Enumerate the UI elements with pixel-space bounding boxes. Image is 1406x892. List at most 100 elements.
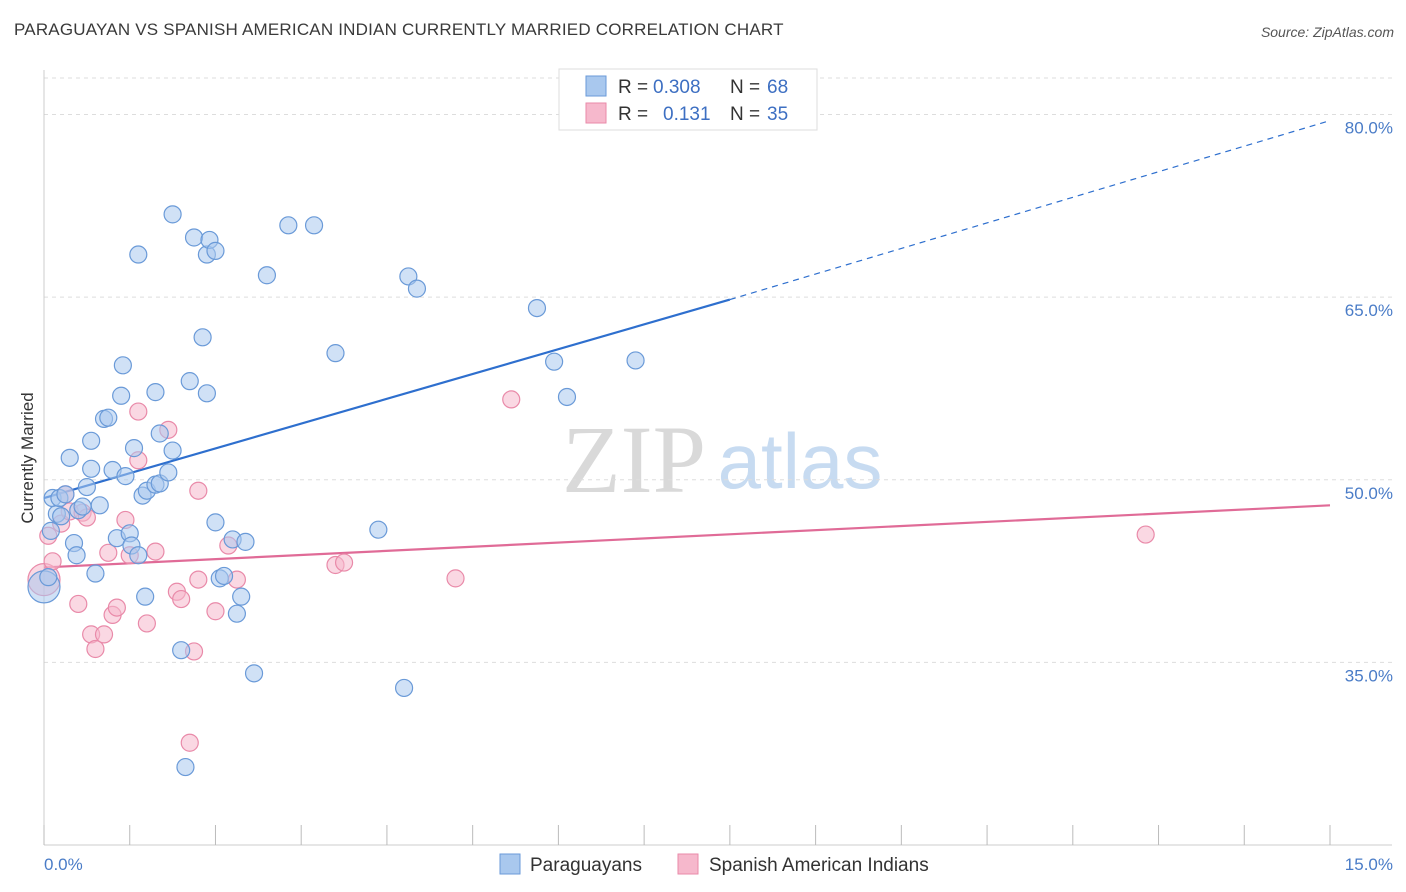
stats-legend: R = 0.308 N = 68 R = 0.131 N = 35 — [558, 68, 818, 131]
spanish-american-indians-point — [180, 733, 199, 752]
spanish-american-indians-point — [1136, 525, 1155, 544]
spanish-american-indians-point — [189, 570, 208, 589]
paraguayans-point — [184, 228, 204, 247]
paraguayans-point — [176, 757, 195, 777]
bottom-legend-swatch-blue — [499, 853, 521, 875]
legend-n-label-2: N = — [730, 104, 760, 125]
spanish-american-indians-point — [99, 543, 118, 562]
paraguayans-point — [41, 521, 60, 540]
paraguayans-point — [86, 564, 105, 583]
paraguayans-point — [56, 485, 75, 504]
y-tick-labels: 35.0% 50.0% 65.0% 80.0% — [1345, 119, 1393, 686]
paraguayans-point — [197, 384, 216, 403]
spanish-american-indians-point — [86, 639, 105, 659]
paraguayans-point — [193, 328, 212, 347]
paraguayans-point — [206, 241, 225, 260]
paraguayans-point — [206, 513, 225, 532]
spanish-american-indians-point — [94, 625, 114, 644]
y-tick-label: 80.0% — [1345, 119, 1393, 138]
axes — [43, 70, 1392, 846]
paraguayans-point — [146, 383, 165, 402]
paraguayans-point — [227, 604, 246, 623]
legend-r-label-2: R = — [618, 104, 648, 125]
paraguayans-point — [60, 448, 79, 467]
source-label: Source: ZipAtlas.com — [1260, 24, 1394, 40]
spanish-american-indians-point — [172, 589, 191, 609]
legend-n-label-1: N = — [730, 77, 760, 98]
trend-line-paraguayans-extension — [729, 120, 1331, 301]
bottom-legend-label-spanish-american-indians: Spanish American Indians — [709, 855, 929, 876]
legend-r-label-1: R = — [618, 77, 648, 98]
paraguayans-point — [113, 356, 132, 375]
paraguayans-point — [136, 587, 155, 606]
spanish-american-indians-point — [189, 481, 208, 500]
paraguayans-point — [82, 459, 101, 478]
paraguayans-point — [163, 441, 182, 460]
spanish-american-indians-point — [206, 602, 225, 621]
paraguayans-point — [116, 467, 135, 486]
legend-n-value-1: 68 — [767, 77, 788, 98]
bottom-legend-label-paraguayans: Paraguayans — [530, 855, 642, 876]
bottom-legend-swatch-pink — [677, 853, 699, 875]
spanish-american-indians-point — [146, 542, 165, 561]
paraguayans-point — [112, 386, 131, 405]
watermark-atlas: atlas — [718, 417, 883, 505]
paraguayans-point — [129, 245, 148, 264]
trend-line-paraguayans — [43, 298, 731, 500]
paraguayans-point — [73, 497, 92, 516]
paraguayans-point — [163, 205, 182, 224]
paraguayans-point — [326, 344, 345, 363]
paraguayans-point — [557, 387, 577, 407]
paraguayans-point — [129, 546, 148, 565]
spanish-american-indians-point — [502, 390, 521, 409]
series-legend: Paraguayans Spanish American Indians — [499, 853, 929, 876]
legend-n-value-2: 35 — [767, 104, 788, 125]
paraguayans-point — [172, 641, 191, 660]
paraguayans-point — [180, 372, 199, 391]
spanish-american-indians-point — [446, 569, 465, 588]
legend-r-value-2: 0.131 — [663, 104, 711, 125]
legend-swatch-blue — [585, 75, 607, 97]
paraguayans-point — [232, 587, 251, 606]
legend-swatch-pink — [585, 102, 607, 124]
paraguayans-point — [214, 566, 234, 586]
trend-line-spanish-american-indians — [43, 504, 1331, 569]
x-tick-label-min: 0.0% — [44, 855, 83, 874]
paraguayans-point — [39, 568, 58, 587]
trend-lines — [43, 120, 1331, 569]
paraguayans-point — [407, 279, 427, 298]
paraguayans-point — [257, 266, 277, 285]
paraguayans-point — [369, 520, 388, 539]
y-tick-label: 35.0% — [1345, 666, 1393, 685]
x-tick-label-max: 15.0% — [1345, 855, 1393, 874]
paraguayans-point — [159, 463, 178, 482]
paraguayans-point — [394, 678, 414, 698]
spanish-american-indians-point — [129, 402, 148, 421]
series-paraguayans-points — [27, 205, 645, 777]
paraguayans-point — [67, 546, 86, 565]
x-ticks — [43, 825, 1331, 845]
spanish-american-indians-point — [137, 614, 156, 633]
paraguayans-point — [626, 351, 645, 370]
grid-lines — [44, 77, 1392, 663]
watermark-zip: ZIP — [562, 406, 706, 513]
paraguayans-point — [244, 664, 264, 683]
paraguayans-point — [99, 408, 118, 427]
y-axis-label: Currently Married — [18, 392, 37, 523]
paraguayans-point — [150, 424, 169, 443]
spanish-american-indians-point — [334, 553, 354, 572]
paraguayans-point — [77, 477, 96, 497]
paraguayans-point — [82, 431, 101, 450]
spanish-american-indians-point — [43, 552, 62, 571]
y-tick-label: 65.0% — [1345, 301, 1393, 320]
paraguayans-point — [124, 439, 144, 458]
spanish-american-indians-point — [107, 598, 126, 617]
paraguayans-point — [279, 216, 298, 235]
chart-title: PARAGUAYAN VS SPANISH AMERICAN INDIAN CU… — [14, 20, 784, 39]
paraguayans-point — [52, 507, 71, 526]
spanish-american-indians-point — [69, 594, 88, 614]
paraguayans-point — [304, 216, 324, 235]
paraguayans-point — [527, 299, 547, 318]
paraguayans-point — [90, 496, 109, 515]
